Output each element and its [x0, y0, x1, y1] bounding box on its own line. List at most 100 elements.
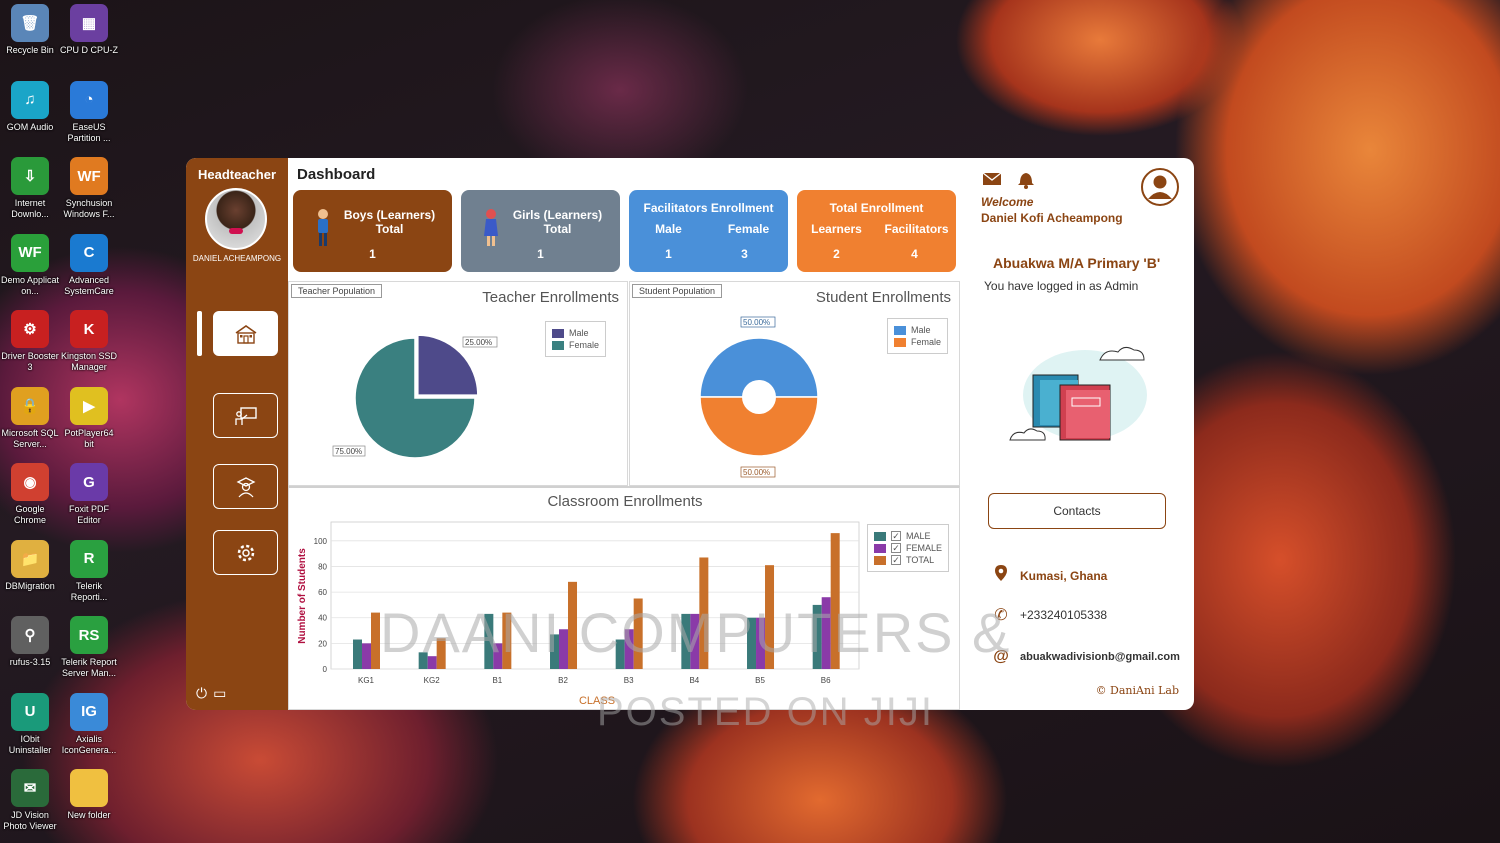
app-icon: R — [70, 539, 108, 578]
facilitators-male-value: 1 — [665, 247, 672, 261]
sidebar-role-title: Headteacher — [197, 167, 277, 182]
boys-card-value: 1 — [369, 247, 376, 261]
desktop-shortcut[interactable]: New folder — [59, 769, 119, 821]
bar — [550, 634, 560, 669]
desktop-shortcut[interactable]: ⚲ rufus-3.15 — [0, 616, 60, 668]
desktop-shortcut-label: GOM Audio — [6, 121, 54, 132]
boys-learners-card[interactable]: Boys (Learners) Total 1 — [293, 190, 452, 272]
desktop-shortcut-label: Telerik Reporti... — [70, 580, 108, 602]
legend-label: Male — [569, 328, 589, 338]
bar — [830, 533, 840, 669]
donut-data-label-box — [740, 316, 776, 328]
app-icon: 🗑 — [11, 4, 49, 42]
location-row: Kumasi, Ghana — [992, 564, 1107, 587]
app-icon: WF — [11, 233, 49, 272]
app-icon: ✉ — [11, 769, 49, 807]
checkbox-icon[interactable]: ✓ — [891, 531, 901, 541]
boy-icon — [318, 209, 328, 246]
desktop-shortcut[interactable]: IG Axialis IconGenera... — [59, 692, 119, 756]
girls-learners-card[interactable]: Girls (Learners) Total 1 — [461, 190, 620, 272]
bar — [615, 639, 625, 669]
desktop-shortcut-label: Advanced SystemCare — [64, 274, 114, 296]
nav-students-button[interactable] — [213, 464, 278, 509]
total-facilitators-label: Facilitators — [884, 222, 949, 236]
teacher-legend: Male Female — [545, 321, 607, 357]
girls-card-value: 1 — [537, 247, 544, 261]
phone-icon: ✆ — [994, 607, 1008, 624]
desktop-shortcut[interactable]: ⚙ Driver Booster 3 — [0, 310, 60, 373]
desktop-shortcut[interactable]: ◉ Google Chrome — [0, 463, 60, 526]
minimize-icon[interactable]: ▭ — [213, 685, 227, 701]
desktop-shortcut[interactable]: WF Synchusion Windows F... — [59, 157, 119, 220]
y-tick-label: 60 — [318, 588, 327, 597]
desktop-shortcut[interactable]: ♫ GOM Audio — [0, 80, 60, 133]
desktop-shortcut[interactable]: ▦ CPU D CPU-Z — [59, 4, 119, 56]
desktop-shortcut-label: rufus-3.15 — [9, 657, 51, 667]
facilitators-female-value: 3 — [741, 247, 748, 261]
x-tick-label: B6 — [821, 676, 831, 685]
donut-data-label: 50.00% — [743, 468, 770, 477]
bar — [690, 613, 700, 669]
nav-teachers-button[interactable] — [213, 393, 278, 438]
bell-icon[interactable] — [1017, 169, 1035, 189]
desktop-shortcut-label: EaseUS Partition ... — [67, 121, 111, 143]
desktop-shortcut[interactable]: 🗑 Recycle Bin — [0, 4, 60, 56]
pie-data-label: 75.00% — [335, 447, 362, 456]
desktop-shortcut[interactable]: ✉ JD Vision Photo Viewer — [0, 769, 60, 832]
desktop-shortcut[interactable]: R Telerik Reporti... — [59, 539, 119, 603]
contacts-button[interactable]: Contacts — [988, 493, 1166, 529]
desktop-shortcut[interactable]: ◔ EaseUS Partition ... — [59, 80, 119, 144]
welcome-label: Welcome — [981, 195, 1034, 209]
donut-data-label-box — [740, 466, 776, 478]
bar — [821, 597, 831, 669]
app-icon: U — [11, 692, 49, 731]
donut-data-label: 50.00% — [743, 318, 770, 327]
bar — [436, 638, 446, 669]
student-enrollments-title: Student Enrollments — [815, 289, 951, 306]
boys-card-subtitle: Total — [375, 222, 404, 236]
desktop-shortcut[interactable]: ▶ PotPlayer64 bit — [59, 386, 119, 450]
desktop-shortcut-label: Kingston SSD Manager — [60, 351, 118, 372]
desktop-shortcut[interactable]: RS Telerik Report Server Man... — [59, 616, 119, 679]
power-icon[interactable]: ⏻ — [196, 685, 208, 701]
checkbox-icon[interactable]: ✓ — [891, 543, 901, 553]
bar — [353, 639, 362, 669]
desktop-shortcut[interactable]: 🔒 Microsoft SQL Server... — [0, 386, 60, 450]
location-pin-icon — [992, 564, 1010, 587]
x-tick-label: B1 — [492, 676, 502, 685]
desktop-shortcut-label: PotPlayer64 bit — [64, 427, 114, 449]
desktop-shortcut-label: Google Chrome — [13, 504, 46, 525]
desktop-shortcut[interactable]: U IObit Uninstaller — [0, 692, 60, 756]
facilitators-enrollment-card[interactable]: Facilitators Enrollment Male Female 1 3 — [629, 190, 788, 272]
donut-hole — [742, 380, 776, 414]
user-profile-icon[interactable] — [1140, 167, 1180, 207]
mail-icon[interactable] — [982, 171, 1002, 187]
bar — [362, 643, 371, 669]
bar — [699, 557, 709, 669]
nav-home-button[interactable] — [213, 311, 278, 356]
desktop-shortcut[interactable]: 📁 DBMigration — [0, 539, 60, 592]
checkbox-icon[interactable]: ✓ — [891, 555, 901, 565]
desktop-shortcut[interactable]: C Advanced SystemCare — [59, 233, 119, 297]
legend-swatch — [874, 531, 886, 541]
sidebar-user-name: DANIEL ACHEAMPONG — [192, 254, 282, 263]
app-icon: ♫ — [11, 80, 49, 119]
desktop-shortcut[interactable]: ⇩ Internet Downlo... — [0, 157, 60, 220]
total-enrollment-card[interactable]: Total Enrollment Learners Facilitators 2… — [797, 190, 956, 272]
nav-settings-button[interactable] — [213, 530, 278, 575]
desktop-shortcut[interactable]: WF Demo Applicat on... — [0, 233, 60, 297]
email-row: @ abuakwadivisionb@gmail.com — [992, 648, 1180, 666]
pie-slice — [417, 334, 479, 396]
x-tick-label: B2 — [558, 676, 568, 685]
bar — [812, 604, 822, 669]
desktop-shortcut-label: JD Vision Photo Viewer — [3, 810, 57, 831]
app-icon: C — [70, 233, 108, 272]
desktop-shortcut[interactable]: K Kingston SSD Manager — [59, 310, 119, 373]
desktop-shortcut-label: Driver Booster 3 — [1, 351, 59, 372]
bar — [633, 598, 643, 669]
desktop-shortcut-label: Recycle Bin — [6, 45, 54, 55]
x-tick-label: KG1 — [358, 676, 375, 685]
desktop-shortcut[interactable]: G Foxit PDF Editor — [59, 463, 119, 526]
app-icon: RS — [70, 616, 108, 654]
copyright-text: © DaniAni Lab — [1095, 684, 1179, 697]
